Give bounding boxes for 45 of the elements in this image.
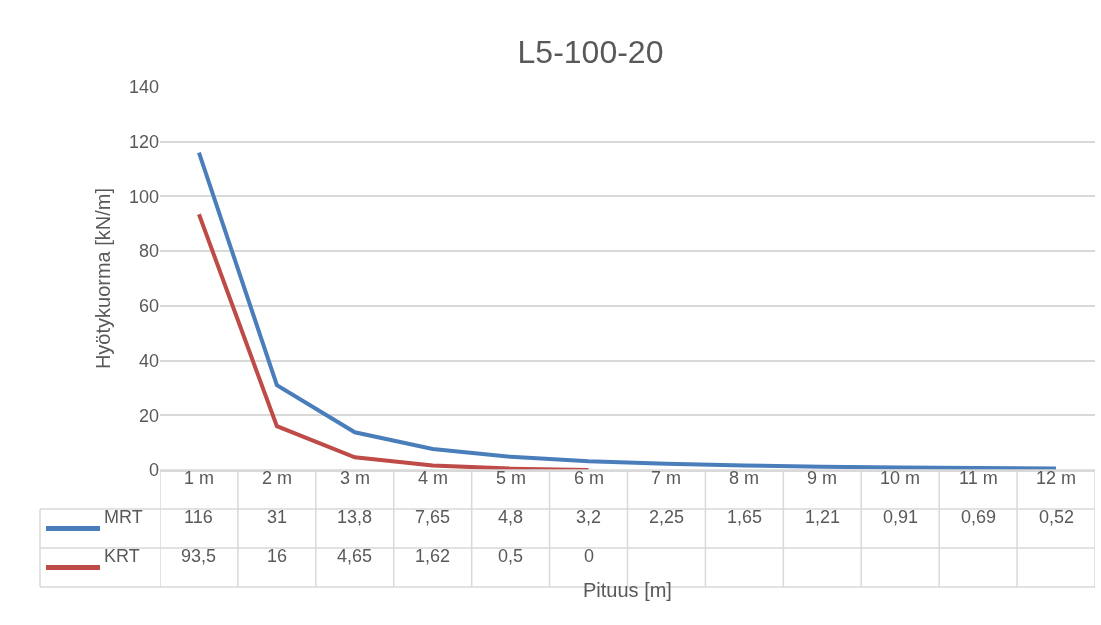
data-label: 1,65 <box>727 507 763 527</box>
x-tick-label: 9 m <box>807 468 838 488</box>
x-tick-label: 8 m <box>729 468 760 488</box>
data-label: 116 <box>184 507 213 527</box>
y-tick-label: 40 <box>138 350 159 371</box>
y-tick-label: 120 <box>128 132 159 153</box>
data-label: 2,25 <box>649 507 685 527</box>
x-tick-label: 3 m <box>340 468 371 488</box>
legend-label: KRT <box>104 546 140 566</box>
data-label: 4,65 <box>337 546 373 566</box>
x-tick-label: 10 m <box>880 468 921 488</box>
legend-label: MRT <box>104 507 143 527</box>
y-tick-label: 0 <box>148 460 159 481</box>
x-tick-label: 1 m <box>184 468 215 488</box>
data-label: 93,5 <box>181 546 217 566</box>
y-tick-label: 140 <box>128 77 159 98</box>
line-series <box>196 212 591 470</box>
data-label: 1,62 <box>415 546 451 566</box>
data-label: 3,2 <box>576 507 602 527</box>
data-label: 1,21 <box>805 507 841 527</box>
data-label: 31 <box>267 507 288 527</box>
y-tick-label: 60 <box>138 296 159 317</box>
y-tick-label: 20 <box>138 405 159 426</box>
x-tick-label: 7 m <box>651 468 682 488</box>
x-tick-label: 12 m <box>1036 468 1077 488</box>
x-tick-label: 6 m <box>574 468 605 488</box>
y-axis-title: Hyötykuorma [kN/m] <box>92 187 115 370</box>
x-tick-label: 5 m <box>496 468 527 488</box>
data-label: 0,5 <box>498 546 524 566</box>
line-series <box>196 150 1059 470</box>
y-tick-label: 100 <box>128 186 159 207</box>
x-tick-label: 11 m <box>959 468 998 488</box>
chart-title: L5-100-20 <box>517 34 664 71</box>
data-label: 13,8 <box>337 507 373 527</box>
data-label: 16 <box>267 546 288 566</box>
data-label: 0,91 <box>883 507 919 527</box>
data-label: 7,65 <box>415 507 451 527</box>
data-label: 0,69 <box>961 507 997 527</box>
x-axis-title: Pituus [m] <box>583 579 672 601</box>
x-tick-label: 2 m <box>262 468 293 488</box>
data-label: 0,52 <box>1039 507 1075 527</box>
data-label: 0 <box>584 546 595 566</box>
data-label: 4,8 <box>498 507 524 527</box>
x-tick-label: 4 m <box>418 468 449 488</box>
y-tick-label: 80 <box>138 241 159 262</box>
